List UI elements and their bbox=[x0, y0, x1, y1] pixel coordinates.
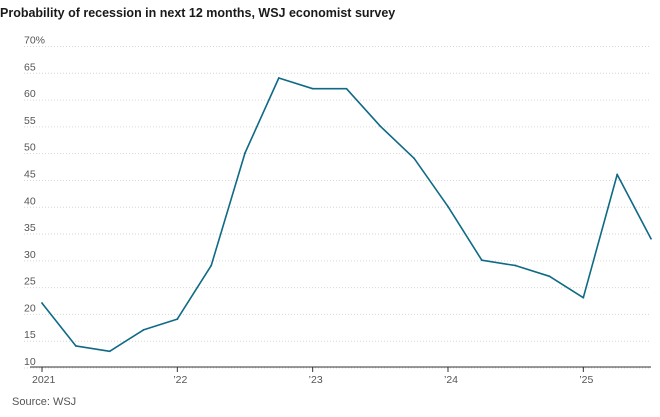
data-point bbox=[548, 275, 551, 278]
y-tick-label-60: 60 bbox=[24, 88, 36, 100]
data-point bbox=[176, 318, 179, 321]
data-point bbox=[311, 87, 314, 90]
data-point bbox=[480, 259, 483, 262]
data-point bbox=[142, 328, 145, 331]
data-point bbox=[616, 173, 619, 176]
series-line-0 bbox=[41, 77, 652, 353]
data-point bbox=[514, 264, 517, 267]
x-tick-label-2022: ’22 bbox=[173, 374, 187, 386]
y-tick-label-10: 10 bbox=[24, 356, 36, 368]
data-point bbox=[210, 264, 213, 267]
data-point bbox=[447, 205, 449, 208]
x-tick-label-2023: ’23 bbox=[309, 374, 323, 386]
y-tick-label-45: 45 bbox=[24, 168, 36, 180]
series-layer bbox=[41, 77, 652, 353]
x-axis-ticks: 2021 ’22 ’23 ’24 ’25 bbox=[32, 367, 594, 386]
chart-title: Probability of recession in next 12 mont… bbox=[0, 6, 396, 20]
x-tick-label-2025: ’25 bbox=[579, 374, 593, 386]
x-tick-label-2021: 2021 bbox=[32, 374, 56, 386]
grid-lines bbox=[24, 46, 651, 369]
data-point bbox=[582, 296, 585, 299]
y-tick-label-20: 20 bbox=[24, 302, 36, 314]
data-point bbox=[74, 345, 77, 347]
y-tick-label-25: 25 bbox=[24, 276, 36, 288]
y-axis-ticks: 70% 65 60 55 50 45 40 35 30 25 20 15 10 bbox=[24, 35, 45, 369]
y-tick-label-50: 50 bbox=[24, 142, 36, 154]
y-tick-label-65: 65 bbox=[24, 61, 36, 73]
data-point bbox=[650, 237, 652, 240]
data-point bbox=[345, 87, 348, 90]
y-tick-label-35: 35 bbox=[24, 222, 36, 234]
y-tick-label-70: 70% bbox=[24, 35, 45, 47]
data-point bbox=[413, 157, 416, 160]
y-tick-label-30: 30 bbox=[24, 249, 36, 261]
y-tick-label-55: 55 bbox=[24, 115, 36, 127]
data-point bbox=[108, 350, 111, 353]
source-note: Source: WSJ bbox=[12, 396, 77, 408]
y-tick-label-40: 40 bbox=[24, 195, 36, 207]
data-point bbox=[244, 152, 246, 154]
data-point bbox=[41, 302, 43, 304]
data-point bbox=[277, 77, 280, 79]
y-tick-label-15: 15 bbox=[24, 329, 36, 341]
x-tick-label-2024: ’24 bbox=[444, 374, 458, 386]
data-point bbox=[379, 125, 382, 128]
